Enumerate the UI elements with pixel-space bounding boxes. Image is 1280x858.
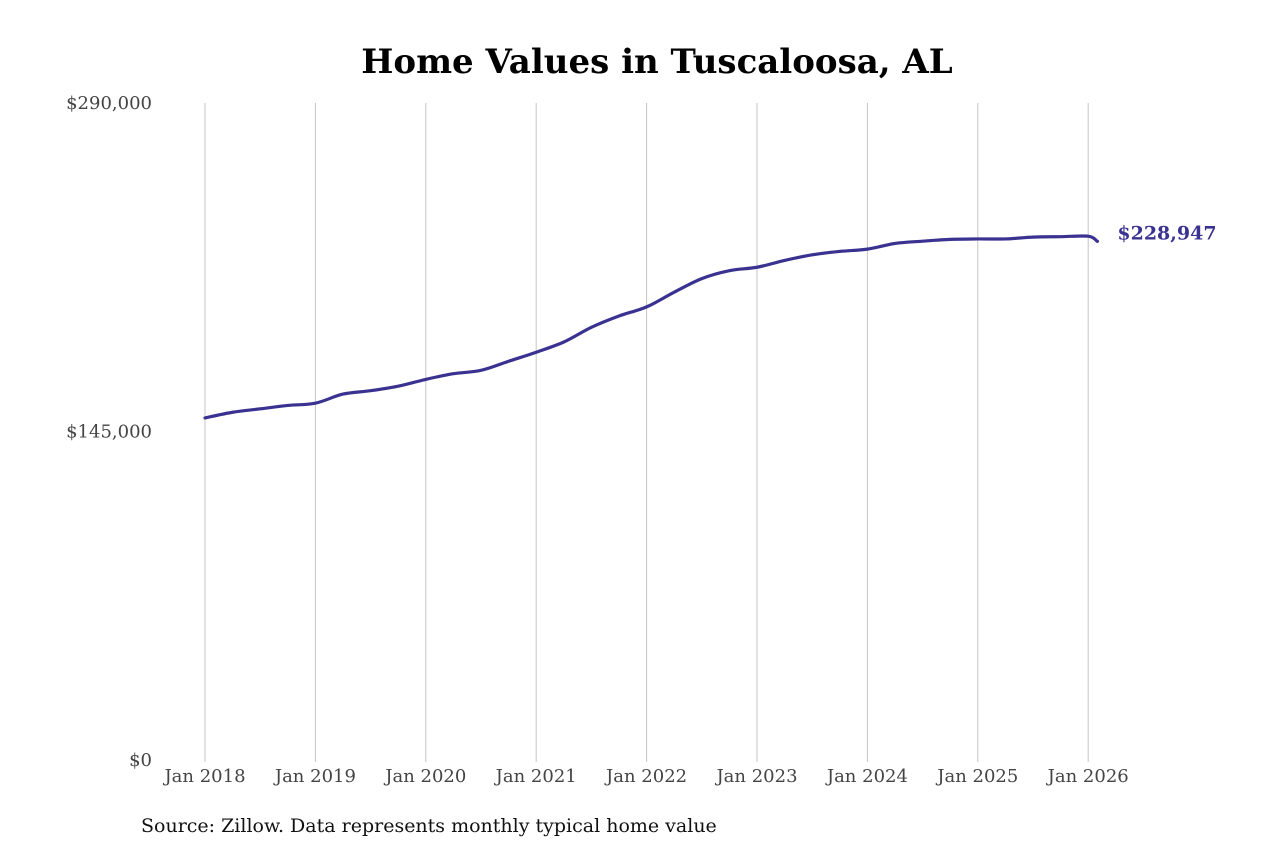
series-line <box>203 234 1099 420</box>
chart-title: Home Values in Tuscaloosa, AL <box>361 42 953 82</box>
x-axis: Jan 2018 Jan 2019 Jan 2020 Jan 2021 Jan 2022… <box>162 766 1128 787</box>
y-tick-label: $0 <box>129 750 152 771</box>
x-tick-label: Jan 2019 <box>273 766 356 787</box>
source-note: Source: Zillow. Data represents monthly … <box>141 815 717 837</box>
x-tick-label: Jan 2021 <box>494 766 577 787</box>
x-tick-label: Jan 2025 <box>935 766 1018 787</box>
end-value-label: $228,947 <box>1117 222 1216 244</box>
x-tick-label: Jan 2023 <box>714 766 797 787</box>
x-tick-label: Jan 2018 <box>162 766 245 787</box>
series-layer: $228,947 <box>203 222 1217 420</box>
grid-layer <box>204 103 1089 762</box>
x-tick-label: Jan 2020 <box>383 766 466 787</box>
y-tick-label: $290,000 <box>66 93 152 114</box>
x-tick-label: Jan 2022 <box>604 766 687 787</box>
y-tick-label: $145,000 <box>66 422 152 443</box>
y-axis: $0 $145,000 $290,000 <box>66 93 152 771</box>
x-tick-label: Jan 2024 <box>825 766 908 787</box>
x-tick-label: Jan 2026 <box>1046 766 1129 787</box>
